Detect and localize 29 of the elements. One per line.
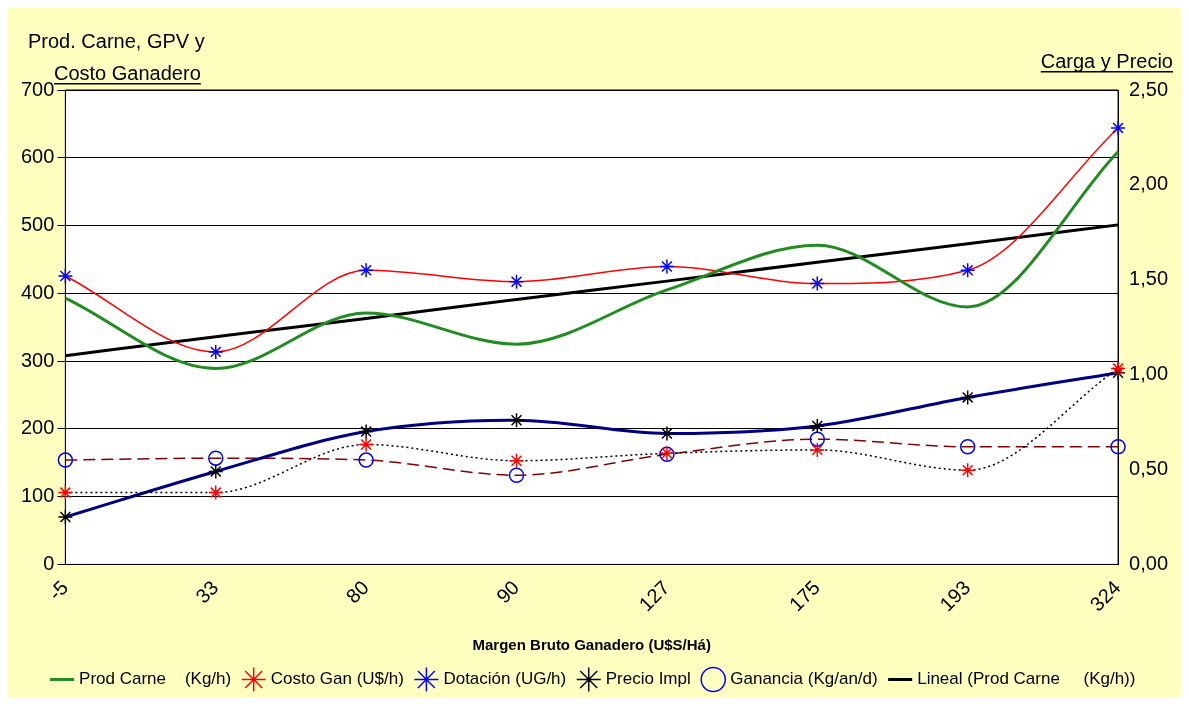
y-tick-label: 700 xyxy=(20,77,55,100)
legend-label: Dotación (UG/h) xyxy=(443,669,567,689)
x-tick-label: 324 xyxy=(1085,576,1125,616)
legend-label: Costo Gan (U$/h) xyxy=(270,669,404,689)
legend-label: Precio Impl xyxy=(605,669,691,689)
y-tick-label: 200 xyxy=(20,416,55,439)
legend-label: Lineal (Prod Carne (Kg/h)) xyxy=(917,669,1136,689)
y-tick-label: 600 xyxy=(20,145,55,168)
y2-tick-label: 2,00 xyxy=(1129,172,1169,195)
y2-tick-label: 2,50 xyxy=(1129,77,1169,100)
legend-label: Ganancia (Kg/an/d) xyxy=(730,669,878,689)
x-tick-label: -5 xyxy=(43,576,73,605)
y2-tick-label: 1,00 xyxy=(1129,362,1169,385)
x-tick-label: 193 xyxy=(935,576,975,616)
y-tick-label: 300 xyxy=(20,348,55,371)
x-tick-label: 90 xyxy=(491,576,524,608)
x-tick-label: 127 xyxy=(634,576,674,616)
y2-tick-label: 0,50 xyxy=(1129,457,1169,480)
legend-label: Prod Carne (Kg/h) xyxy=(79,669,232,689)
y-tick-label: 400 xyxy=(20,280,55,303)
y2-tick-label: 1,50 xyxy=(1129,267,1169,290)
x-tick-label: 80 xyxy=(341,576,373,608)
y2-tick-label: 0,00 xyxy=(1129,551,1169,574)
y-tick-label: 100 xyxy=(20,484,55,507)
x-tick-label: 175 xyxy=(784,576,825,616)
y-tick-label: 0 xyxy=(43,551,55,574)
x-axis-title: Margen Bruto Ganadero (U$S/Há) xyxy=(472,636,711,654)
y-tick-label: 500 xyxy=(20,213,55,236)
x-tick-label: 33 xyxy=(191,576,223,608)
